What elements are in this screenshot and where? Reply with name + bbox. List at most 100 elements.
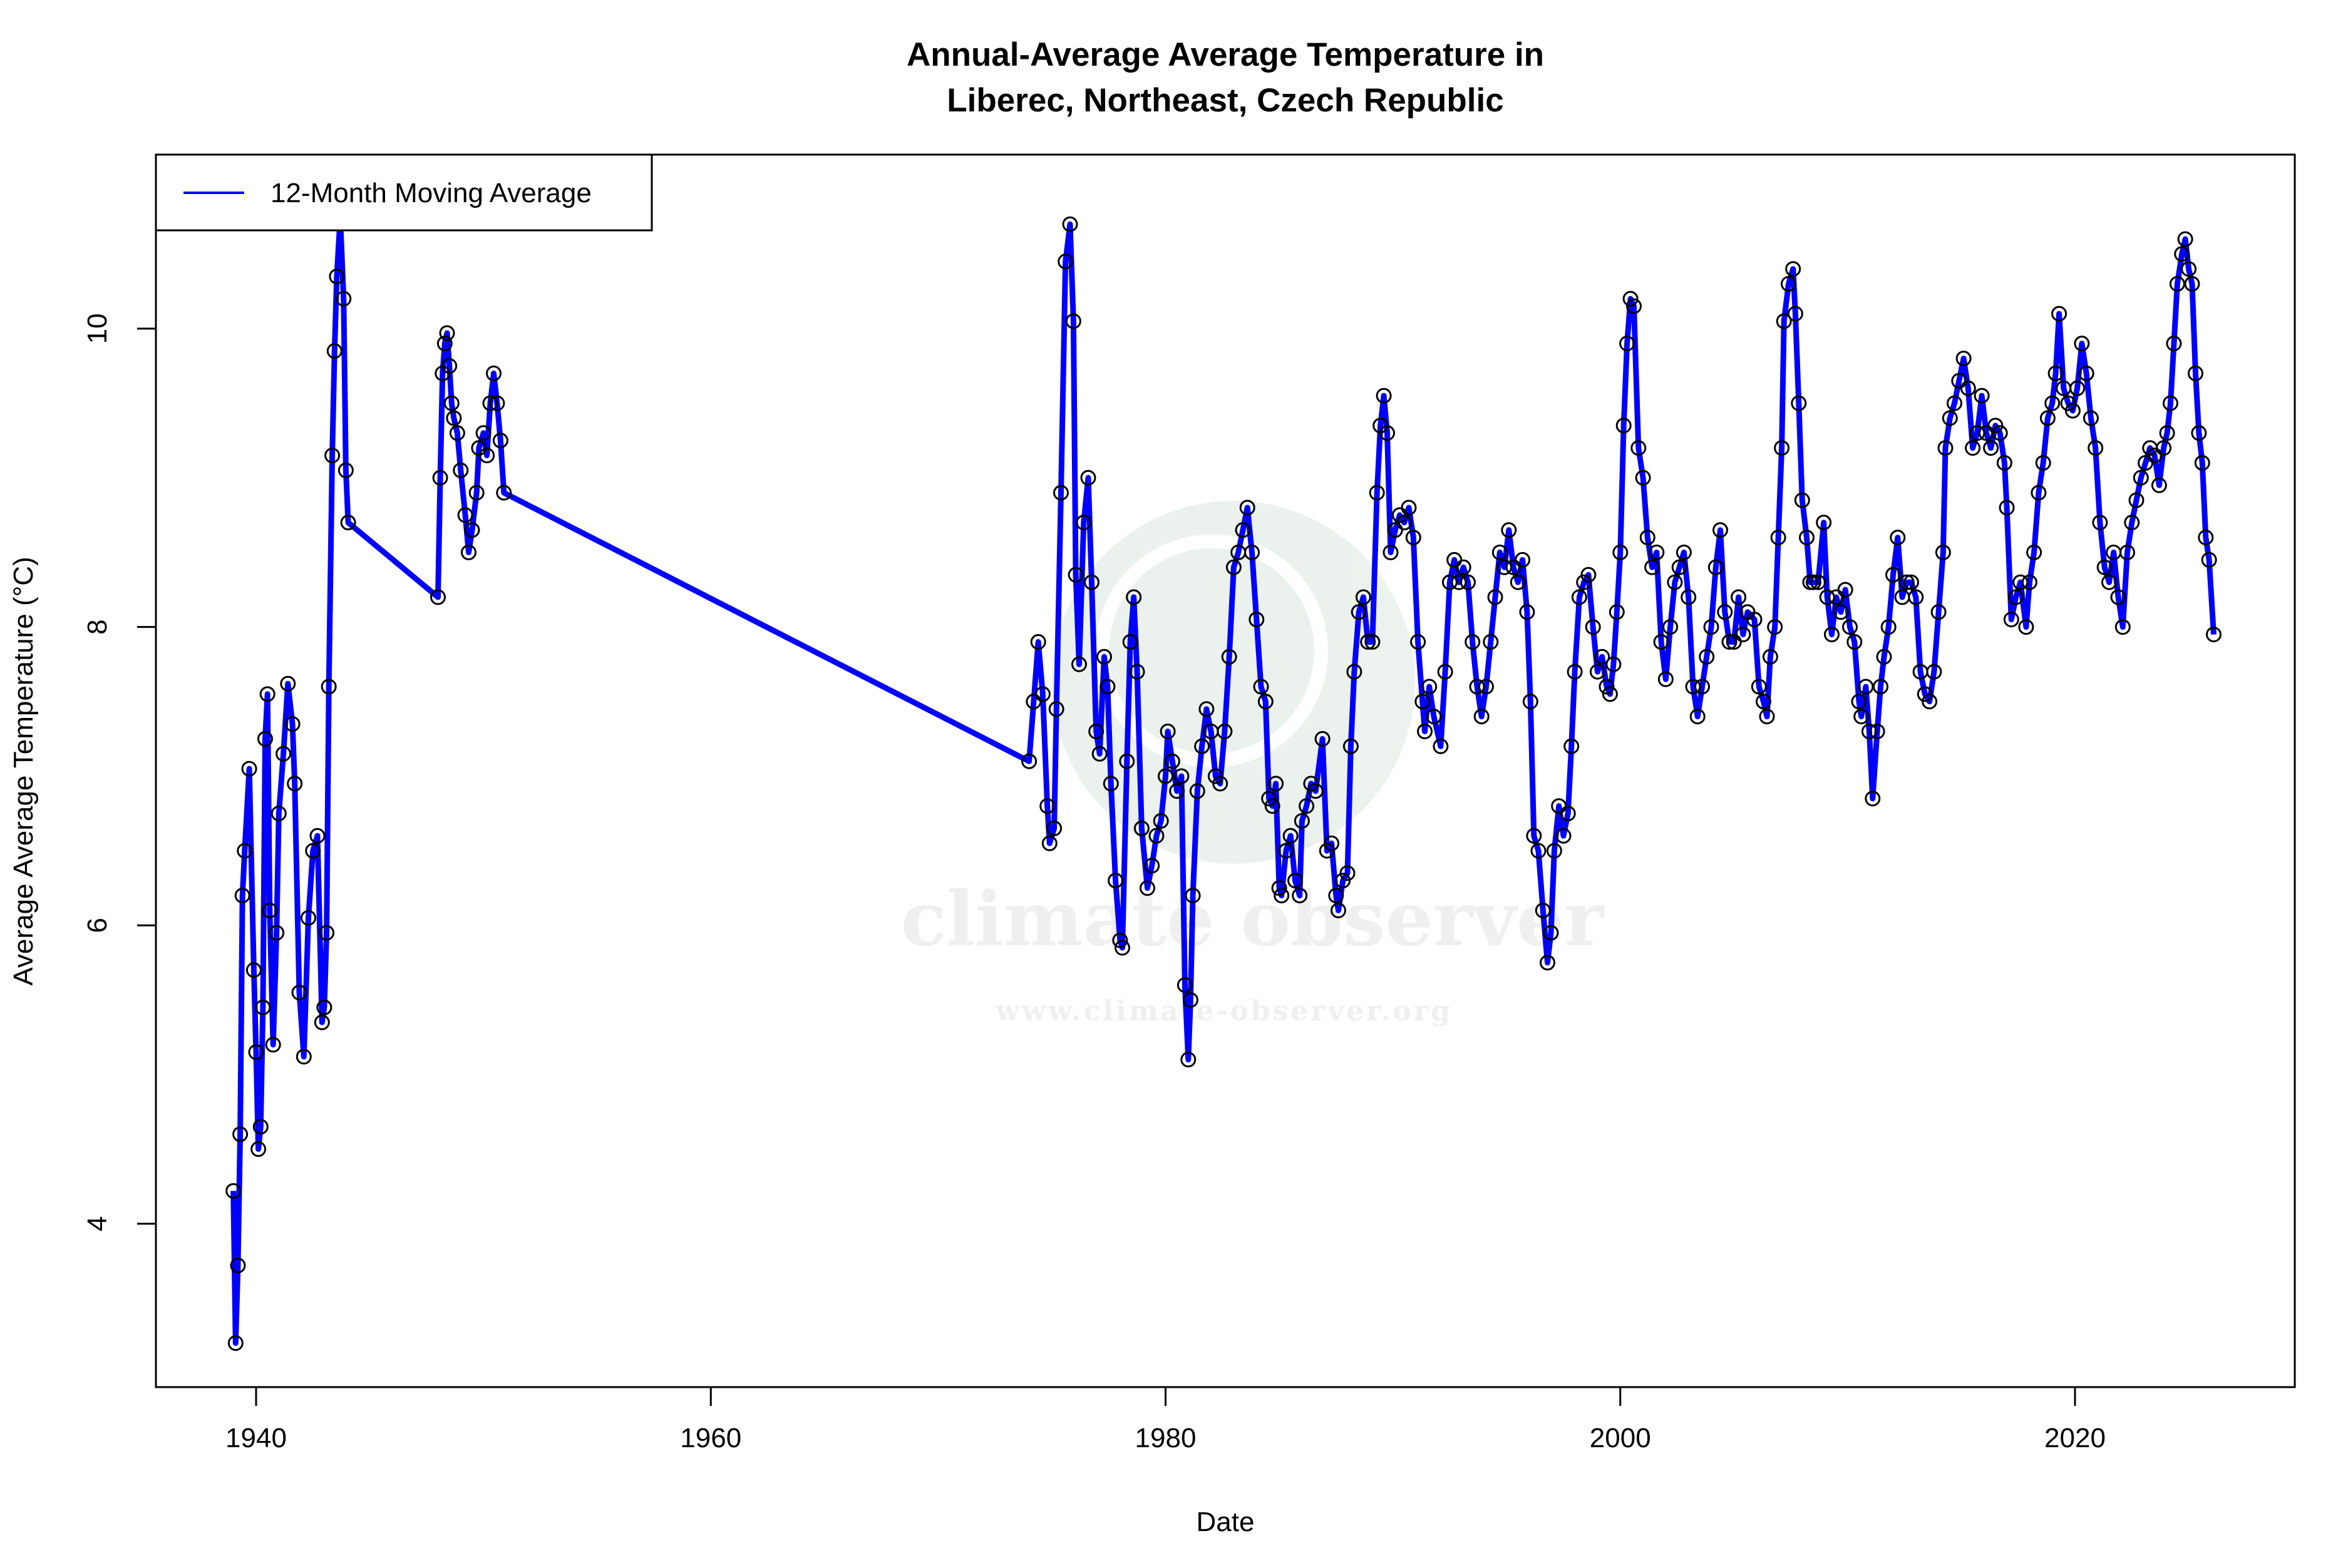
- data-point: [1158, 768, 1173, 784]
- data-point: [1599, 679, 1615, 695]
- data-point: [1612, 545, 1629, 560]
- data-point: [1671, 559, 1687, 575]
- data-point: [316, 999, 332, 1015]
- data-point: [1346, 664, 1362, 680]
- data-point: [1735, 627, 1751, 643]
- data-point: [430, 589, 446, 605]
- data-point: [1417, 724, 1433, 739]
- data-point: [2159, 425, 2175, 441]
- data-point: [1198, 701, 1215, 717]
- data-point: [1974, 387, 1990, 404]
- series-layer: [225, 208, 2222, 1351]
- data-point: [1842, 619, 1858, 635]
- data-point: [1563, 738, 1580, 754]
- data-point: [1287, 873, 1303, 889]
- data-point: [1767, 619, 1783, 635]
- data-point: [1519, 604, 1535, 620]
- data-point: [1522, 694, 1538, 710]
- data-point: [2096, 559, 2113, 575]
- data-point: [2039, 410, 2056, 426]
- data-point: [461, 545, 476, 560]
- data-point: [464, 522, 480, 538]
- data-point: [1217, 724, 1233, 739]
- data-point: [489, 395, 505, 411]
- data-point: [1076, 515, 1092, 531]
- data-point: [1585, 619, 1601, 635]
- data-point: [475, 425, 492, 441]
- data-point: [340, 515, 356, 531]
- data-point: [1653, 634, 1669, 650]
- data-point: [1501, 522, 1517, 538]
- data-point: [1999, 500, 2015, 516]
- data-point: [1535, 903, 1551, 918]
- data-point: [1460, 574, 1476, 590]
- data-point: [1065, 313, 1081, 329]
- data-point: [1898, 574, 1915, 590]
- data-point: [252, 1119, 269, 1135]
- data-point: [1364, 634, 1381, 650]
- data-point: [1455, 559, 1471, 575]
- x-tick-label: 2020: [2044, 1423, 2106, 1453]
- data-point: [314, 1014, 330, 1030]
- data-point: [1126, 589, 1142, 605]
- y-tick-label: 10: [82, 314, 113, 344]
- data-point: [280, 675, 296, 692]
- data-point: [337, 462, 354, 478]
- data-point: [1805, 574, 1821, 590]
- data-point: [1473, 709, 1490, 725]
- data-point: [1622, 290, 1639, 307]
- watermark-url-text: www.climate-observer.org: [995, 995, 1453, 1027]
- chart-subtitle: Liberec, Northeast, Czech Republic: [947, 82, 1503, 119]
- data-point: [1644, 559, 1661, 575]
- data-point: [1185, 888, 1201, 904]
- data-point: [1833, 604, 1849, 620]
- data-point: [1630, 440, 1647, 456]
- data-point: [329, 269, 345, 285]
- data-point: [1122, 634, 1138, 650]
- data-point: [1225, 559, 1242, 575]
- data-point: [1441, 574, 1458, 590]
- data-point: [1751, 679, 1767, 695]
- data-point: [1351, 604, 1367, 620]
- data-point: [2128, 492, 2145, 508]
- data-point: [1851, 694, 1867, 710]
- data-point: [479, 448, 495, 464]
- data-point: [1649, 545, 1665, 560]
- data-point: [1880, 619, 1897, 635]
- data-point: [1510, 574, 1526, 590]
- data-point: [1699, 648, 1715, 665]
- data-point: [1180, 1052, 1197, 1068]
- data-point: [2044, 395, 2061, 411]
- data-point: [1746, 612, 1763, 628]
- data-point: [1249, 612, 1265, 628]
- data-point: [284, 716, 301, 732]
- data-point: [1360, 634, 1376, 650]
- data-point: [265, 1037, 281, 1053]
- data-point: [1261, 791, 1277, 807]
- chart-title: Annual-Average Average Temperature in: [907, 36, 1544, 73]
- data-point: [2069, 380, 2086, 396]
- data-point: [1396, 515, 1413, 531]
- data-point: [1253, 679, 1269, 695]
- data-point: [2156, 440, 2172, 456]
- data-point: [1685, 679, 1701, 695]
- data-point: [1824, 627, 1840, 643]
- data-point: [1546, 843, 1562, 859]
- data-point: [1589, 664, 1605, 680]
- data-point: [1483, 634, 1499, 650]
- data-point: [1609, 604, 1625, 620]
- data-point: [248, 1044, 264, 1060]
- data-point: [1268, 776, 1284, 792]
- data-point: [259, 686, 275, 702]
- data-point: [1819, 589, 1835, 605]
- data-point: [1515, 551, 1531, 568]
- data-point: [1873, 679, 1888, 695]
- data-point: [270, 806, 287, 822]
- data-point: [1865, 791, 1881, 807]
- data-point: [1068, 566, 1084, 583]
- data-point: [241, 761, 257, 777]
- data-point: [1937, 440, 1954, 456]
- data-point: [1869, 724, 1885, 739]
- data-point: [2047, 366, 2064, 381]
- x-tick-label: 1960: [680, 1423, 741, 1453]
